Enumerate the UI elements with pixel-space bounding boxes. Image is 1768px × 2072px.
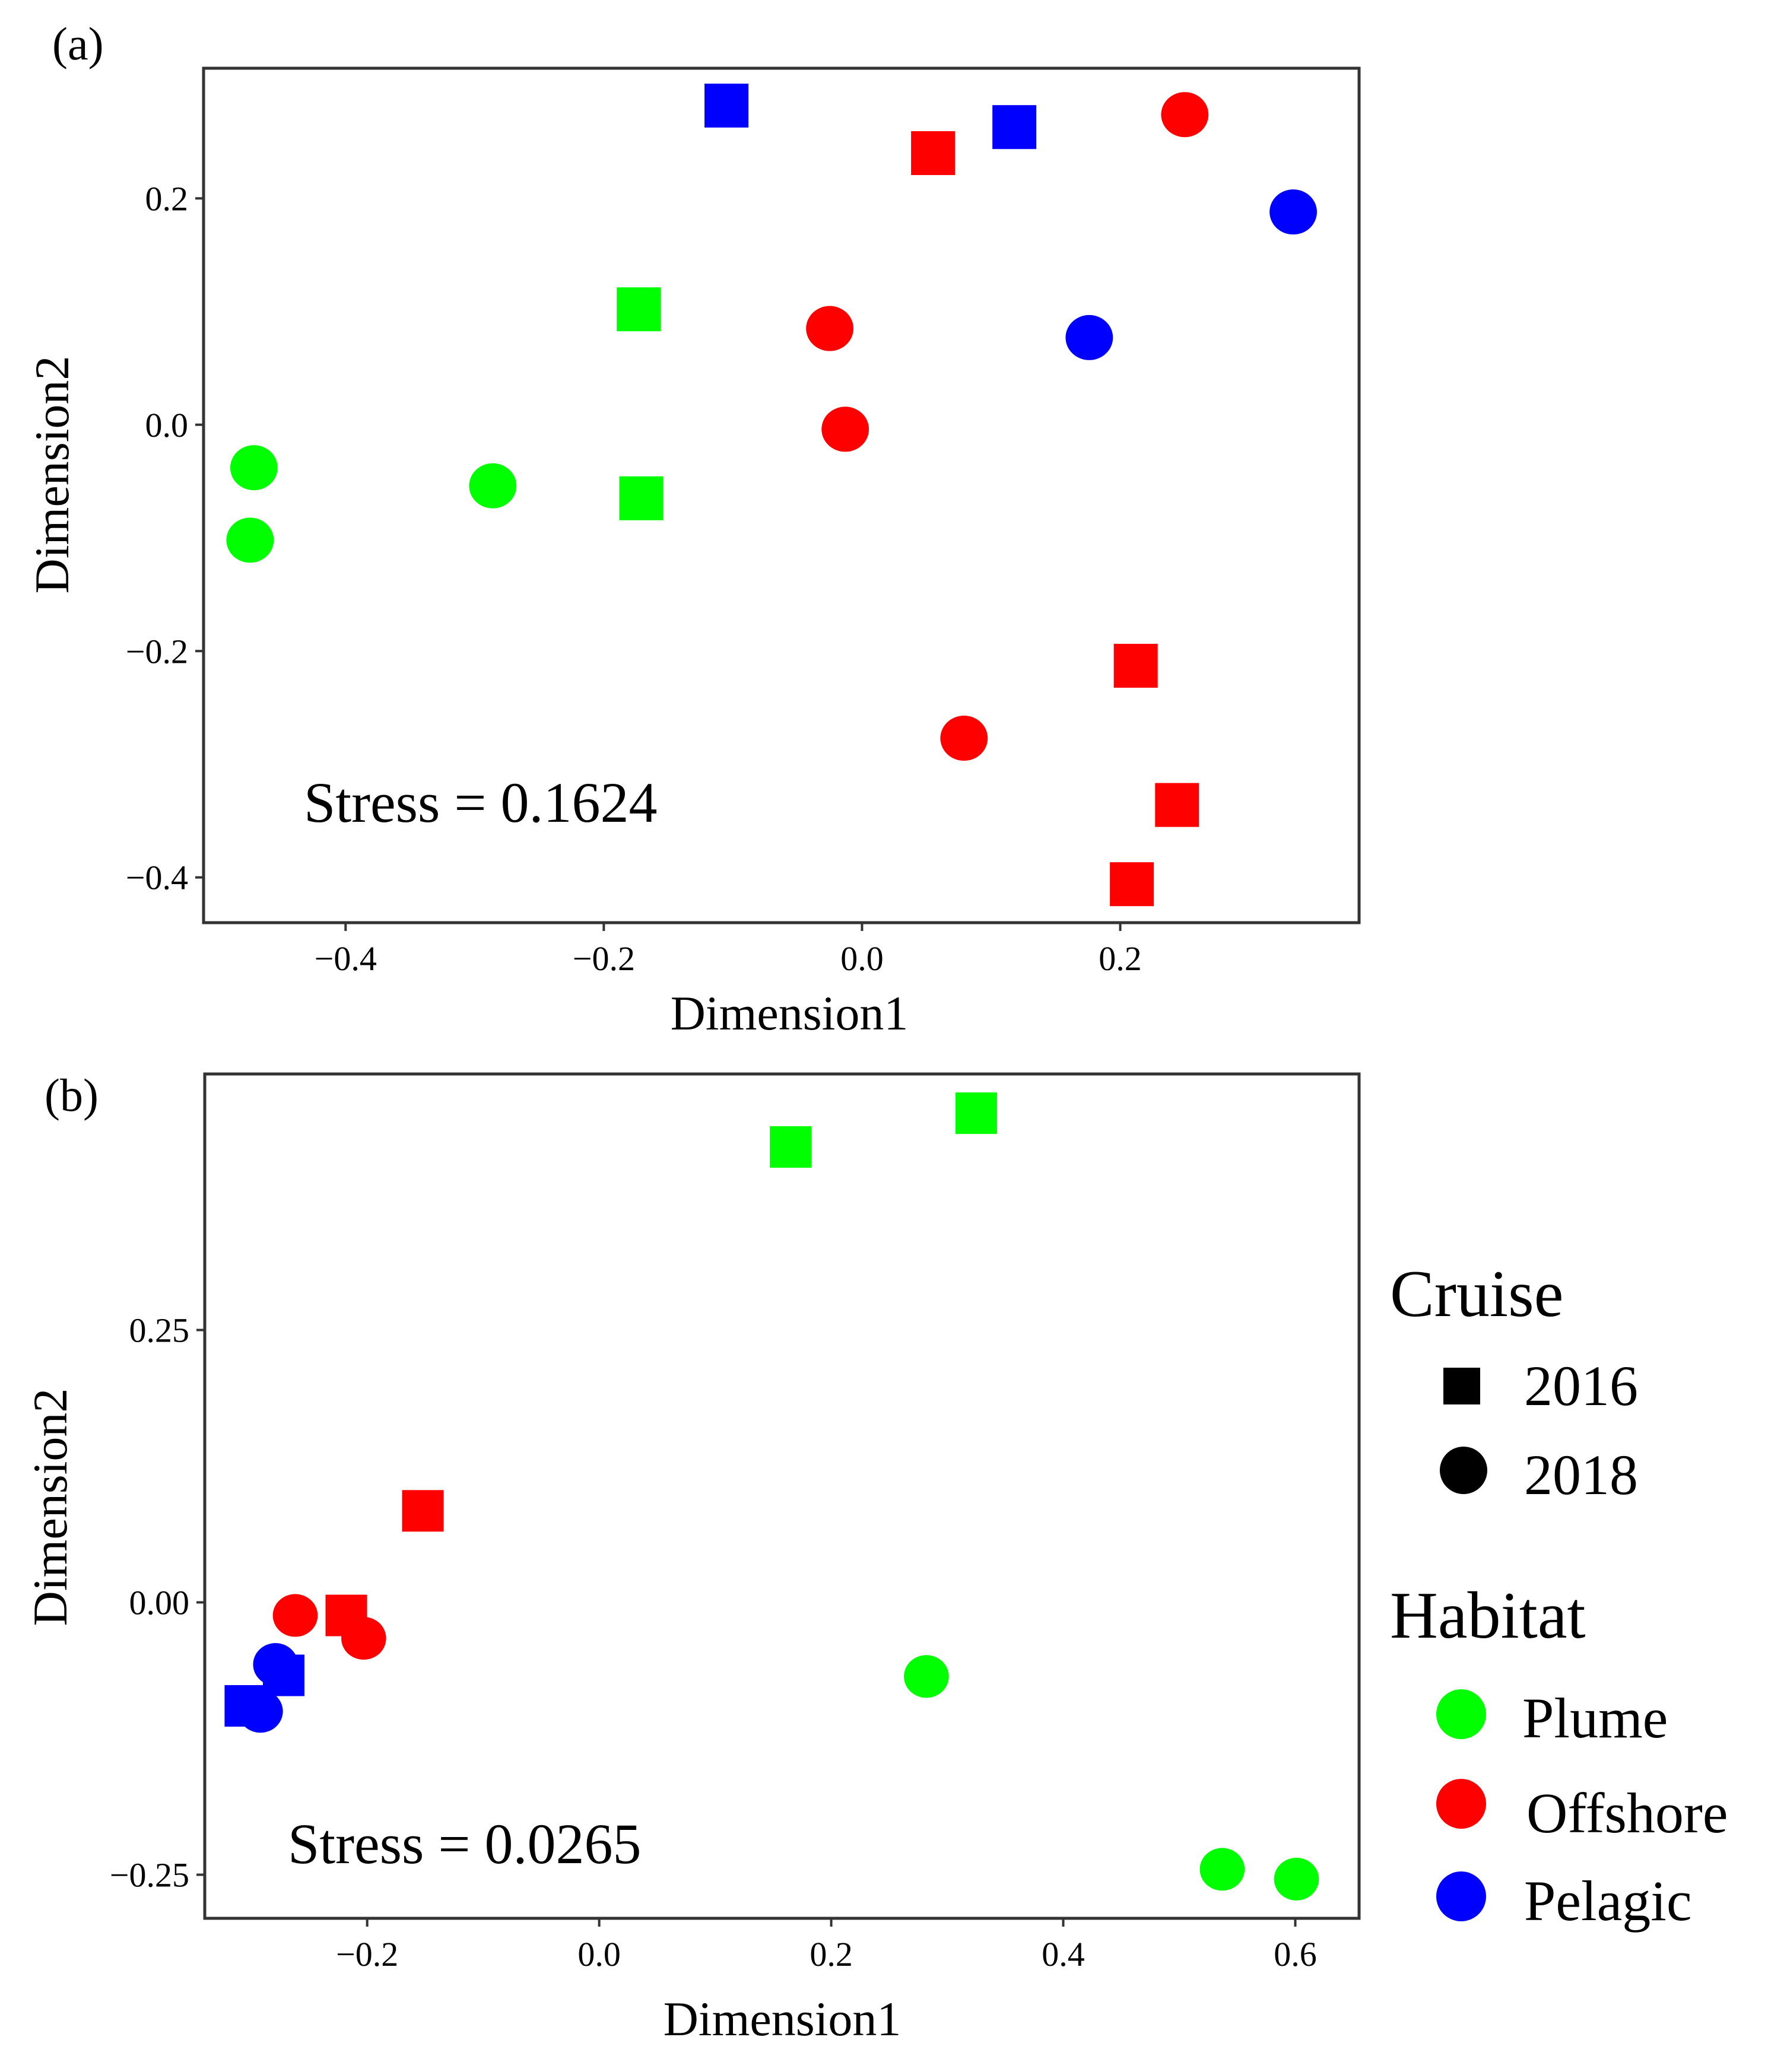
x-tick-label: −0.4 bbox=[315, 939, 377, 978]
point-plume-2018 bbox=[1199, 1848, 1245, 1891]
legend-habitat-title: Habitat bbox=[1390, 1579, 1586, 1652]
x-tick-label: 0.2 bbox=[810, 1935, 853, 1974]
panel-b-stress-annotation: Stress = 0.0265 bbox=[288, 1812, 642, 1876]
point-pelagic-2018 bbox=[238, 1690, 283, 1733]
panel-a-x-axis-title: Dimension1 bbox=[671, 986, 909, 1040]
panel-b: (b) −0.2 0.0 0.2 0.4 0.6 0.25 0.00 −0.25 Stress… bbox=[23, 1069, 1361, 2046]
panel-a-ticks: −0.4 −0.2 0.0 0.2 0.2 0.0 −0.2 −0.4 bbox=[126, 179, 1142, 978]
x-tick-label: −0.2 bbox=[336, 1935, 398, 1974]
legend-cruise-2018-label: 2018 bbox=[1524, 1443, 1638, 1507]
panel-b-points bbox=[224, 1092, 1319, 1901]
legend-circle-marker bbox=[1440, 1447, 1487, 1494]
x-tick-label: 0.0 bbox=[840, 939, 884, 978]
y-tick-label: 0.2 bbox=[145, 179, 189, 218]
legend-pelagic-marker bbox=[1436, 1871, 1486, 1921]
point-offshore-2016 bbox=[1113, 644, 1158, 688]
legend-plume-label: Plume bbox=[1522, 1686, 1668, 1750]
point-pelagic-2018 bbox=[253, 1643, 299, 1686]
point-offshore-2018 bbox=[806, 306, 853, 351]
legend-cruise-2016-label: 2016 bbox=[1524, 1354, 1638, 1418]
point-plume-2018 bbox=[230, 445, 278, 491]
legend-offshore-marker bbox=[1436, 1779, 1486, 1829]
panel-b-y-axis-title: Dimension2 bbox=[23, 1388, 77, 1626]
panel-a-y-axis-title: Dimension2 bbox=[25, 356, 79, 594]
legend: Cruise 2016 2018 Habitat Plume Offshore … bbox=[1390, 1257, 1728, 1933]
point-offshore-2018 bbox=[940, 716, 988, 761]
point-offshore-2018 bbox=[1161, 92, 1209, 138]
point-plume-2018 bbox=[904, 1655, 949, 1698]
x-tick-label: 0.4 bbox=[1042, 1935, 1085, 1974]
y-tick-label: 0.25 bbox=[129, 1311, 190, 1349]
panel-a: (a) −0.4 −0.2 0.0 0.2 0.2 0.0 −0.2 −0.4 Stress … bbox=[25, 18, 1361, 1040]
legend-cruise-title: Cruise bbox=[1390, 1257, 1563, 1331]
panel-b-plot-frame bbox=[203, 1072, 1361, 1920]
point-pelagic-2018 bbox=[1269, 189, 1317, 235]
panel-a-label: (a) bbox=[52, 18, 104, 69]
point-plume-2018 bbox=[469, 463, 517, 509]
point-offshore-2018 bbox=[821, 406, 869, 452]
y-tick-label: 0.00 bbox=[129, 1584, 190, 1622]
point-plume-2018 bbox=[1274, 1857, 1319, 1901]
x-tick-label: 0.2 bbox=[1099, 939, 1142, 978]
x-tick-label: 0.6 bbox=[1274, 1935, 1317, 1974]
point-plume-2016 bbox=[770, 1126, 812, 1168]
point-plume-2016 bbox=[617, 287, 661, 332]
point-offshore-2016 bbox=[911, 131, 956, 176]
legend-plume-marker bbox=[1436, 1689, 1486, 1739]
panel-a-stress-annotation: Stress = 0.1624 bbox=[304, 771, 658, 834]
point-offshore-2018 bbox=[272, 1594, 318, 1637]
x-tick-label: 0.0 bbox=[577, 1935, 621, 1974]
legend-pelagic-label: Pelagic bbox=[1524, 1869, 1692, 1933]
point-plume-2016 bbox=[955, 1092, 997, 1134]
y-tick-label: −0.4 bbox=[126, 859, 188, 897]
panel-b-label: (b) bbox=[45, 1069, 99, 1121]
panel-a-plot-frame bbox=[202, 66, 1361, 924]
y-tick-label: −0.25 bbox=[110, 1856, 189, 1895]
panel-b-ticks: −0.2 0.0 0.2 0.4 0.6 0.25 0.00 −0.25 bbox=[110, 1311, 1317, 1974]
point-plume-2018 bbox=[226, 517, 274, 563]
legend-square-marker bbox=[1443, 1368, 1480, 1404]
point-offshore-2016 bbox=[402, 1490, 444, 1532]
point-offshore-2018 bbox=[341, 1617, 386, 1660]
point-pelagic-2016 bbox=[704, 83, 749, 128]
legend-offshore-label: Offshore bbox=[1526, 1781, 1728, 1845]
point-plume-2016 bbox=[619, 476, 664, 520]
point-pelagic-2018 bbox=[1065, 314, 1113, 360]
y-tick-label: −0.2 bbox=[126, 632, 188, 670]
point-offshore-2016 bbox=[1110, 862, 1154, 907]
x-tick-label: −0.2 bbox=[573, 939, 635, 978]
panel-a-points bbox=[226, 83, 1317, 907]
panel-b-x-axis-title: Dimension1 bbox=[664, 1992, 902, 2046]
point-offshore-2016 bbox=[1155, 783, 1199, 827]
y-tick-label: 0.0 bbox=[145, 406, 189, 444]
point-pelagic-2016 bbox=[992, 105, 1037, 150]
